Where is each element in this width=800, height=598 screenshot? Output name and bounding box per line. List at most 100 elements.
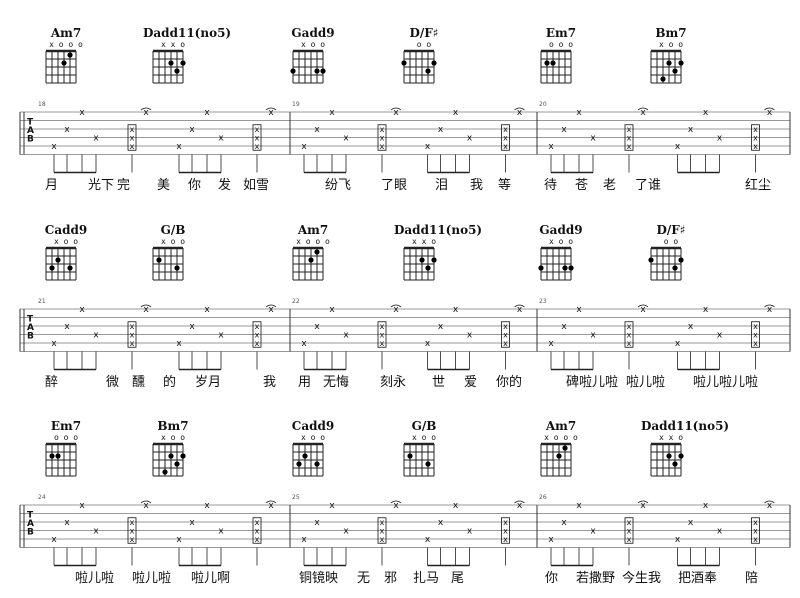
svg-text:x: x	[130, 125, 135, 134]
lyric-syllable: 无	[357, 571, 371, 586]
chord-name: Cadd9	[44, 223, 88, 237]
tab-note-mark: x	[51, 339, 57, 349]
tab-note-mark: x	[703, 108, 709, 118]
lyric-syllable: 如雪	[243, 178, 270, 193]
svg-text:x: x	[130, 331, 135, 340]
chord-grid	[401, 49, 437, 84]
svg-text:x: x	[753, 331, 758, 340]
measure-number: 20	[539, 101, 547, 108]
svg-text:x: x	[753, 322, 758, 331]
finger-dot	[168, 60, 174, 66]
finger-dot	[314, 249, 320, 255]
svg-text:x: x	[130, 142, 135, 151]
finger-dot	[678, 60, 684, 66]
tab-note-mark: x	[343, 331, 349, 341]
svg-text:x: x	[503, 527, 508, 536]
measure-number: 21	[38, 298, 46, 305]
strum-box	[501, 517, 510, 544]
finger-dot	[174, 461, 180, 467]
chord-name: Am7	[297, 223, 329, 237]
svg-text:x: x	[130, 535, 135, 544]
tab-note-mark: x	[64, 125, 70, 135]
lyric-syllable: 完	[117, 178, 131, 193]
lyric-line: 醉 微醺 的 岁月 我 用无悔 刻永 世 爱 你的 碑啦儿啦 啦儿啦 啦儿啦儿啦	[0, 374, 800, 394]
tab-note-mark: x	[438, 322, 444, 332]
svg-text:x: x	[503, 339, 508, 348]
finger-dot	[180, 453, 186, 459]
chord-grid	[292, 246, 324, 281]
tab-note-mark: x	[314, 125, 320, 135]
tab-note-mark: x	[301, 535, 307, 545]
open-muted-strings: x x o	[411, 237, 437, 246]
svg-text:x: x	[753, 125, 758, 134]
svg-text:x: x	[753, 518, 758, 527]
chord-grid	[152, 49, 186, 84]
lyric-syllable: 世	[432, 375, 446, 390]
svg-text:x: x	[753, 339, 758, 348]
open-muted-strings: x o o	[548, 237, 574, 246]
svg-text:x: x	[503, 125, 508, 134]
lyric-syllable: 老	[603, 178, 617, 193]
tab-note-mark: x	[93, 527, 99, 537]
tab-note-mark: x	[467, 134, 473, 144]
chord-name: Gadd9	[539, 223, 583, 237]
measure-number: 22	[292, 298, 300, 305]
tab-note-mark: x	[717, 331, 723, 341]
svg-text:x: x	[753, 535, 758, 544]
chord-diagram: G/B x o o	[143, 224, 203, 284]
svg-text:x: x	[753, 527, 758, 536]
chord-diagram: Am7 x o o o	[531, 420, 591, 480]
open-muted-strings: x o o	[300, 40, 326, 49]
lyric-line: 月 光下完 美 你 发如雪 纷飞 了眼 泪 我等 待 苍老 了谁 红尘	[0, 177, 800, 197]
lyric-syllable: 你	[545, 571, 559, 586]
svg-text:x: x	[255, 331, 260, 340]
tab-note-mark: x	[79, 108, 85, 118]
svg-text:x: x	[503, 134, 508, 143]
svg-text:x: x	[503, 322, 508, 331]
chord-name: Cadd9	[291, 419, 335, 433]
tab-note-mark: x	[703, 305, 709, 315]
finger-dot	[308, 257, 314, 263]
svg-text:x: x	[627, 527, 632, 536]
lyric-syllable: 尾	[451, 571, 465, 586]
tab-note-mark: x	[343, 527, 349, 537]
tab-note-mark: x	[79, 305, 85, 315]
lyric-syllable: 岁月	[195, 375, 222, 390]
open-muted-strings: x o o o	[49, 40, 83, 49]
svg-text:x: x	[753, 142, 758, 151]
tab-note-mark: x	[438, 518, 444, 528]
tab-note-mark: x	[561, 322, 567, 332]
chord-diagram: Cadd9 x o o	[36, 224, 96, 284]
tab-note-mark: x	[343, 134, 349, 144]
open-muted-strings: o o o	[53, 433, 79, 442]
chord-grid	[292, 442, 324, 477]
finger-dot	[55, 453, 61, 459]
finger-dot	[162, 469, 168, 475]
chord-grid	[650, 442, 684, 477]
svg-text:x: x	[517, 501, 523, 511]
tab-note-mark: x	[675, 535, 681, 545]
tab-clef-letter: T	[27, 511, 34, 521]
svg-text:x: x	[393, 501, 399, 511]
svg-text:x: x	[268, 305, 274, 315]
chord-diagram: Em7 o o o	[36, 420, 96, 480]
open-muted-strings: o o o	[548, 40, 574, 49]
measure-number: 26	[539, 494, 547, 501]
finger-dot	[314, 461, 320, 467]
svg-text:x: x	[255, 134, 260, 143]
svg-text:x: x	[255, 518, 260, 527]
lyric-syllable: 啦儿啦	[626, 375, 666, 390]
measure-number: 19	[292, 101, 300, 108]
open-muted-strings: x x o	[160, 40, 186, 49]
tab-note-mark: x	[314, 322, 320, 332]
svg-text:x: x	[255, 142, 260, 151]
svg-text:x: x	[143, 501, 149, 511]
lyric-syllable: 泪	[435, 178, 449, 193]
chord-name: D/F♯	[656, 223, 686, 237]
lyric-syllable: 苍	[575, 178, 589, 193]
finger-dot	[296, 461, 302, 467]
measure-number: 25	[292, 494, 300, 501]
chord-name: Gadd9	[291, 26, 335, 40]
tab-note-mark: x	[717, 134, 723, 144]
chord-diagram: Cadd9 x o o	[283, 420, 343, 480]
